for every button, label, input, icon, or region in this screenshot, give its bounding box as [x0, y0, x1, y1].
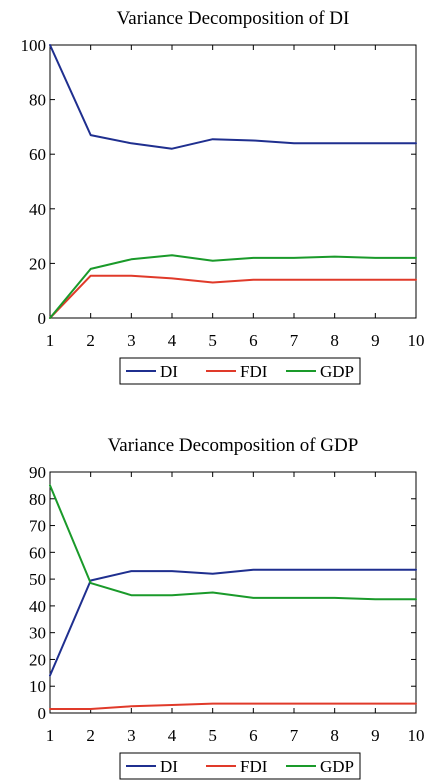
x-tick-label: 8: [330, 331, 339, 350]
plot-frame: [49, 44, 417, 319]
legend-label-di: DI: [160, 362, 178, 381]
y-tick-label: 60: [29, 543, 46, 562]
plot-frame: [49, 471, 417, 714]
y-tick-label: 80: [29, 91, 46, 110]
legend-box: [119, 357, 361, 385]
y-tick-label: 0: [38, 704, 47, 723]
y-tick-label: 20: [29, 650, 46, 669]
chart-1: Variance Decomposition of DI 0 20 40 60 80 100…: [21, 8, 425, 385]
x-tick-label: 7: [290, 331, 299, 350]
y-tick-label: 60: [29, 145, 46, 164]
legend-box: [119, 752, 361, 780]
x-tick-label: 8: [330, 726, 339, 745]
y-tick-label: 50: [29, 570, 46, 589]
x-tick-label: 1: [46, 331, 55, 350]
y-tick-label: 0: [38, 309, 47, 328]
series-line-di: [49, 568, 417, 677]
y-tick-label: 30: [29, 624, 46, 643]
y-tick-label: 10: [29, 677, 46, 696]
x-tick-label: 3: [127, 331, 136, 350]
series-line-di: [49, 44, 417, 150]
legend-label-fdi: FDI: [240, 757, 268, 776]
legend-label-gdp: GDP: [320, 757, 354, 776]
x-tick-label: 10: [408, 726, 425, 745]
x-tick-label: 3: [127, 726, 136, 745]
legend: DI FDI GDP: [119, 357, 361, 385]
x-tick-label: 10: [408, 331, 425, 350]
x-tick-label: 2: [86, 726, 95, 745]
x-tick-label: 4: [168, 726, 177, 745]
y-tick-label: 100: [21, 36, 47, 55]
chart-2: Variance Decomposition of GDP 0 10 20 30 40 50…: [29, 435, 425, 780]
chart-title: Variance Decomposition of GDP: [108, 435, 359, 456]
legend-label-gdp: GDP: [320, 362, 354, 381]
series-line-fdi: [49, 274, 417, 319]
y-tick-label: 70: [29, 517, 46, 536]
x-tick-label: 5: [208, 726, 217, 745]
series-line-fdi: [49, 702, 417, 710]
y-tick-label: 40: [29, 597, 46, 616]
series-line-gdp: [49, 254, 417, 319]
y-tick-label: 40: [29, 200, 46, 219]
x-tick-label: 9: [371, 331, 380, 350]
x-tick-label: 4: [168, 331, 177, 350]
x-tick-label: 6: [249, 726, 258, 745]
legend-label-di: DI: [160, 757, 178, 776]
x-tick-label: 1: [46, 726, 55, 745]
y-tick-label: 20: [29, 254, 46, 273]
x-tick-label: 5: [208, 331, 217, 350]
legend: DI FDI GDP: [119, 752, 361, 780]
x-tick-label: 6: [249, 331, 258, 350]
series-line-gdp: [49, 484, 417, 601]
chart-title: Variance Decomposition of DI: [117, 8, 350, 29]
legend-label-fdi: FDI: [240, 362, 268, 381]
x-tick-label: 7: [290, 726, 299, 745]
x-tick-label: 2: [86, 331, 95, 350]
y-tick-label: 90: [29, 463, 46, 482]
y-tick-label: 80: [29, 490, 46, 509]
x-tick-label: 9: [371, 726, 380, 745]
